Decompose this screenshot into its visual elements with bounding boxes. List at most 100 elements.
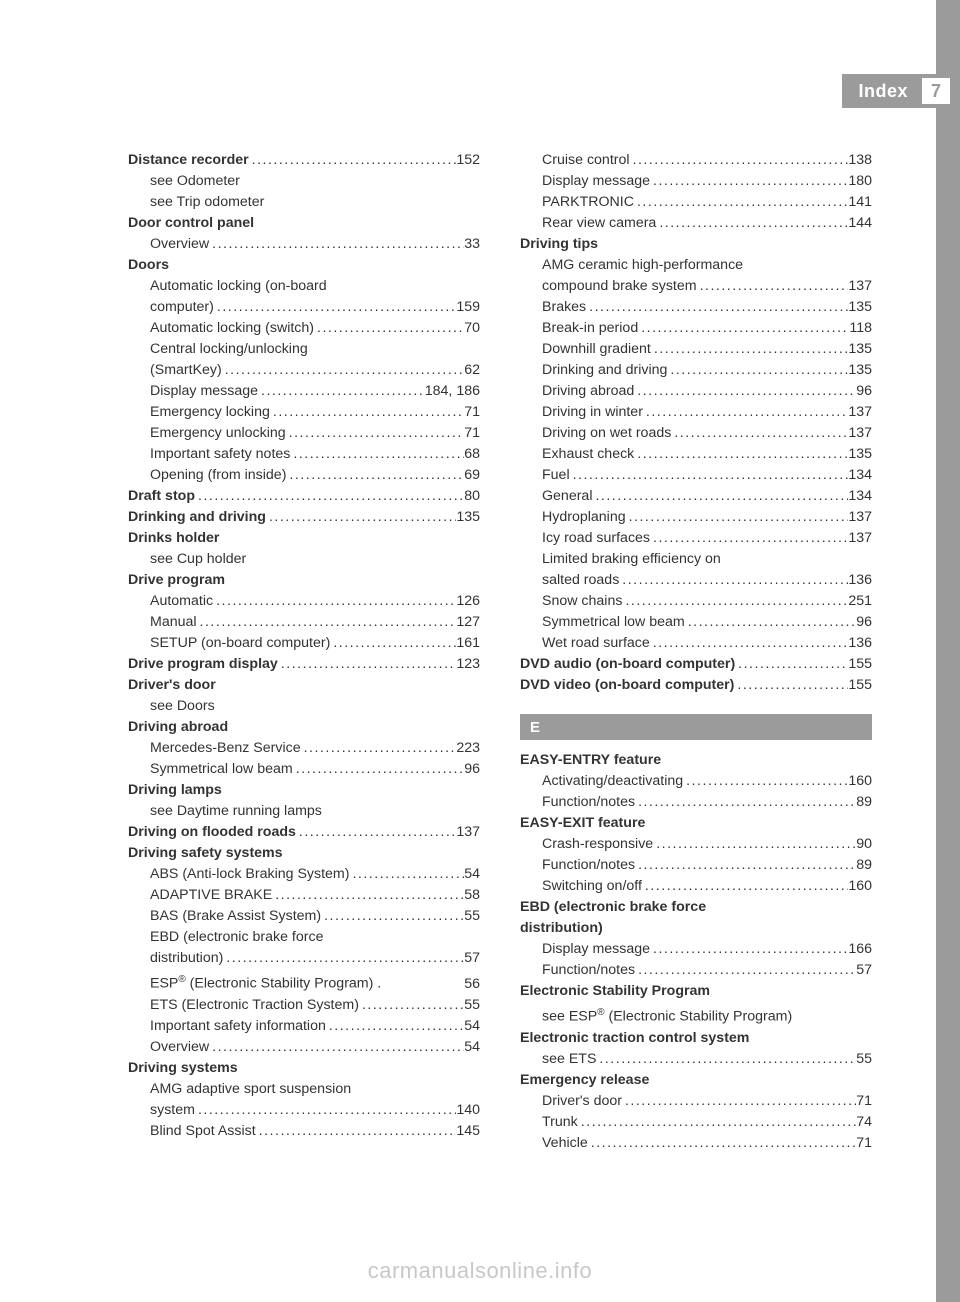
index-entry-page: 135 bbox=[456, 507, 480, 528]
index-entry-page: 54 bbox=[464, 1016, 480, 1037]
leader-dots bbox=[685, 612, 857, 633]
index-entry-label: Electronic Stability Program bbox=[520, 981, 710, 1002]
index-entry: Display message166 bbox=[520, 939, 872, 960]
index-entry-page: 58 bbox=[464, 885, 480, 906]
leader-dots bbox=[278, 654, 457, 675]
leader-dots bbox=[272, 885, 464, 906]
index-entry-page: 69 bbox=[464, 465, 480, 486]
index-entry-page: 161 bbox=[456, 633, 480, 654]
leader-dots bbox=[671, 423, 848, 444]
index-entry-label: Important safety notes bbox=[150, 444, 290, 465]
index-entry-page: 74 bbox=[856, 1112, 872, 1133]
leader-dots bbox=[301, 738, 457, 759]
index-entry-label: Driver's door bbox=[128, 675, 216, 696]
index-entry-label: Trunk bbox=[542, 1112, 578, 1133]
index-entry-label: Important safety information bbox=[150, 1016, 326, 1037]
leader-dots bbox=[638, 318, 849, 339]
index-entry-label: Door control panel bbox=[128, 213, 254, 234]
index-entry: Hydroplaning137 bbox=[520, 507, 872, 528]
leader-dots bbox=[635, 960, 856, 981]
index-entry-label: Automatic locking (switch) bbox=[150, 318, 314, 339]
index-entry-label: Rear view camera bbox=[542, 213, 656, 234]
index-entry-page: 144 bbox=[848, 213, 872, 234]
index-entry: Symmetrical low beam96 bbox=[520, 612, 872, 633]
index-entry: ADAPTIVE BRAKE58 bbox=[128, 885, 480, 906]
index-entry: Symmetrical low beam96 bbox=[128, 759, 480, 780]
index-entry-label: Overview bbox=[150, 1037, 209, 1058]
index-entry-page: 118 bbox=[849, 318, 872, 339]
index-entry: Activating/deactivating160 bbox=[520, 771, 872, 792]
leader-dots bbox=[213, 591, 456, 612]
index-entry: Drinks holder bbox=[128, 528, 480, 549]
index-entry: Distance recorder152 bbox=[128, 150, 480, 171]
index-entry-label: Driving safety systems bbox=[128, 843, 283, 864]
leader-dots bbox=[651, 339, 848, 360]
index-entry-page: 89 bbox=[856, 792, 872, 813]
index-entry-label: Drinking and driving bbox=[542, 360, 667, 381]
index-entry: Drinking and driving135 bbox=[520, 360, 872, 381]
index-entry: Fuel134 bbox=[520, 465, 872, 486]
index-entry-page: 138 bbox=[848, 150, 872, 171]
index-entry: Trunk 74 bbox=[520, 1112, 872, 1133]
index-entry-page: 80 bbox=[464, 486, 480, 507]
leader-dots bbox=[256, 1121, 457, 1142]
header-bar: Index 7 bbox=[842, 74, 960, 108]
index-entry-label: AMG ceramic high-performance bbox=[542, 255, 743, 276]
index-entry-page: 90 bbox=[856, 834, 872, 855]
footer-watermark: carmanualsonline.info bbox=[0, 1258, 960, 1284]
leader-dots bbox=[222, 360, 464, 381]
index-entry: Display message184, 186 bbox=[128, 381, 480, 402]
index-entry-page: 54 bbox=[464, 1037, 480, 1058]
index-entry-label: Draft stop bbox=[128, 486, 195, 507]
index-entry: Drinking and driving135 bbox=[128, 507, 480, 528]
index-entry: Exhaust check135 bbox=[520, 444, 872, 465]
index-entry-label: Manual bbox=[150, 612, 197, 633]
leader-dots bbox=[195, 1100, 456, 1121]
index-entry-label: see Doors bbox=[150, 696, 215, 717]
index-entry: EASY-ENTRY feature bbox=[520, 750, 872, 771]
index-entry-page: 134 bbox=[848, 486, 872, 507]
leader-dots bbox=[588, 1133, 856, 1154]
header-page-number: 7 bbox=[922, 78, 950, 104]
index-entry: distribution)57 bbox=[128, 948, 480, 969]
index-entry: Opening (from inside) 69 bbox=[128, 465, 480, 486]
index-entry-page: 55 bbox=[464, 906, 480, 927]
index-entry-label: SETUP (on-board computer) bbox=[150, 633, 330, 654]
index-entry-page: 71 bbox=[856, 1133, 872, 1154]
index-entry-page: 135 bbox=[848, 339, 872, 360]
index-entry-label: Central locking/unlocking bbox=[150, 339, 308, 360]
index-entry-label: Limited braking efficiency on bbox=[542, 549, 721, 570]
index-entry-label: see Odometer bbox=[150, 171, 240, 192]
index-entry-page: 135 bbox=[848, 444, 872, 465]
index-entry: system140 bbox=[128, 1100, 480, 1121]
index-entry-page: 135 bbox=[848, 297, 872, 318]
index-entry: EBD (electronic brake force bbox=[520, 897, 872, 918]
index-entry: see ESP® (Electronic Stability Program) bbox=[520, 1002, 872, 1028]
index-entry: Display message180 bbox=[520, 171, 872, 192]
leader-dots bbox=[622, 1091, 856, 1112]
index-entry-label: Emergency release bbox=[520, 1070, 649, 1091]
leader-dots bbox=[293, 759, 465, 780]
index-entry-label: Emergency unlocking bbox=[150, 423, 286, 444]
index-entry-label: Function/notes bbox=[542, 855, 635, 876]
leader-dots bbox=[653, 834, 856, 855]
index-entry: Driver's door71 bbox=[520, 1091, 872, 1112]
leader-dots bbox=[634, 444, 848, 465]
index-entry: see ETS55 bbox=[520, 1049, 872, 1070]
index-entry: Door control panel bbox=[128, 213, 480, 234]
index-entry: DVD video (on-board computer)155 bbox=[520, 675, 872, 696]
leader-dots bbox=[630, 150, 849, 171]
index-entry: SETUP (on-board computer) 161 bbox=[128, 633, 480, 654]
index-entry-label: Icy road surfaces bbox=[542, 528, 650, 549]
index-entry-label: distribution) bbox=[150, 948, 223, 969]
index-entry: Emergency locking71 bbox=[128, 402, 480, 423]
index-entry-page: 123 bbox=[456, 654, 480, 675]
index-entry-page: 137 bbox=[848, 423, 872, 444]
leader-dots bbox=[214, 297, 456, 318]
index-entry: Wet road surface136 bbox=[520, 633, 872, 654]
leader-dots bbox=[326, 1016, 464, 1037]
index-entry: Driving tips bbox=[520, 234, 872, 255]
index-entry-page: 68 bbox=[464, 444, 480, 465]
index-entry-label: Opening (from inside) bbox=[150, 465, 286, 486]
index-entry: AMG adaptive sport suspension bbox=[128, 1079, 480, 1100]
